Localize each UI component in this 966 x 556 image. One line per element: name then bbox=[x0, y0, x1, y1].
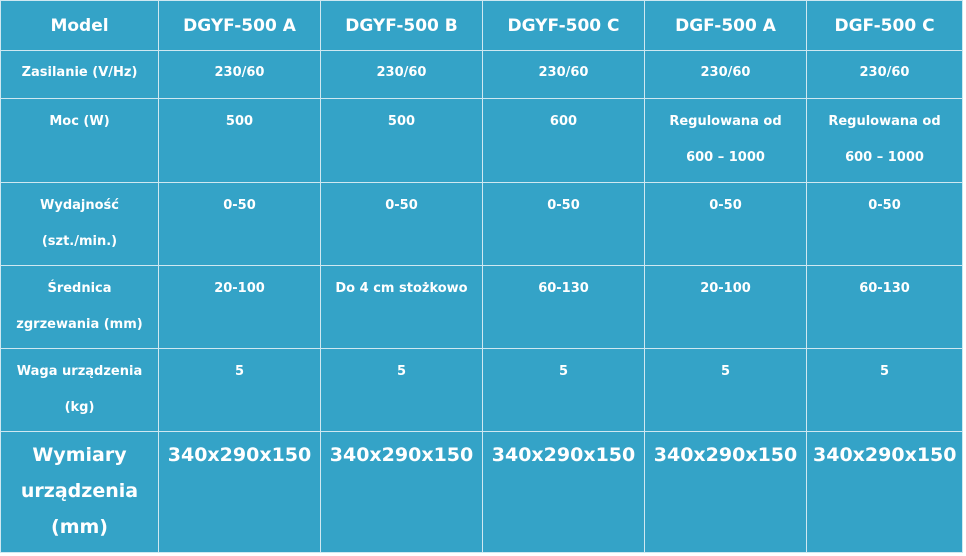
row-label-cell: Wydajność (szt./min.) bbox=[0, 182, 159, 266]
spec-value: Regulowana od bbox=[828, 114, 941, 129]
header-label-cell: Model bbox=[0, 0, 159, 51]
model-name: DGYF-500 C bbox=[507, 15, 620, 36]
spec-value: 340x290x150 bbox=[329, 444, 474, 466]
spec-value: 0-50 bbox=[223, 198, 256, 213]
spec-value: 230/60 bbox=[700, 65, 751, 80]
value-cell: 5 bbox=[644, 348, 807, 432]
value-cell: 20-100 bbox=[158, 265, 321, 349]
value-cell: 60-130 bbox=[806, 265, 963, 349]
spec-value: 5 bbox=[720, 364, 731, 379]
value-cell: Regulowana od 600 – 1000 bbox=[644, 98, 807, 183]
row-label: Średnica bbox=[47, 281, 112, 296]
spec-value: 5 bbox=[879, 364, 890, 379]
spec-value: 340x290x150 bbox=[653, 444, 798, 466]
spec-value: 500 bbox=[387, 114, 416, 129]
value-cell: 60-130 bbox=[482, 265, 645, 349]
row-label: Waga urządzenia bbox=[16, 364, 143, 379]
spec-value: 600 bbox=[549, 114, 578, 129]
value-cell: 500 bbox=[158, 98, 321, 183]
spec-value: 0-50 bbox=[868, 198, 901, 213]
header-model-cell: DGYF-500 B bbox=[320, 0, 483, 51]
value-cell: 0-50 bbox=[806, 182, 963, 266]
spec-value: Regulowana od bbox=[669, 114, 782, 129]
value-cell: 5 bbox=[158, 348, 321, 432]
spec-value: 230/60 bbox=[214, 65, 265, 80]
model-name: DGF-500 A bbox=[675, 15, 776, 36]
row-label-line2: (szt./min.) bbox=[41, 234, 118, 249]
spec-value: 5 bbox=[558, 364, 569, 379]
spec-value: 5 bbox=[396, 364, 407, 379]
row-label: Zasilanie (V/Hz) bbox=[21, 65, 138, 80]
value-cell: 340x290x150 bbox=[482, 431, 645, 553]
header-model-cell: DGYF-500 A bbox=[158, 0, 321, 51]
row-label-line2: (kg) bbox=[64, 400, 95, 415]
spec-value: 0-50 bbox=[709, 198, 742, 213]
table-row: Średnica zgrzewania (mm) 20-100 Do 4 cm … bbox=[0, 265, 963, 349]
spec-value: 340x290x150 bbox=[491, 444, 636, 466]
row-label-line2: zgrzewania (mm) bbox=[16, 317, 143, 332]
row-label: Wymiary bbox=[32, 444, 127, 466]
spec-value: 5 bbox=[234, 364, 245, 379]
row-label-cell: Średnica zgrzewania (mm) bbox=[0, 265, 159, 349]
model-name: DGYF-500 A bbox=[183, 15, 296, 36]
value-cell: Do 4 cm stożkowo bbox=[320, 265, 483, 349]
header-model-cell: DGYF-500 C bbox=[482, 0, 645, 51]
value-cell: 0-50 bbox=[482, 182, 645, 266]
spec-value: 230/60 bbox=[376, 65, 427, 80]
header-label: Model bbox=[50, 15, 109, 36]
table-row: Wydajność (szt./min.) 0-50 0-50 0-50 0-5… bbox=[0, 182, 963, 266]
spec-value: 0-50 bbox=[547, 198, 580, 213]
value-cell: 230/60 bbox=[158, 50, 321, 99]
row-label-line2: urządzenia bbox=[20, 480, 139, 502]
value-cell: 0-50 bbox=[158, 182, 321, 266]
table-row: Zasilanie (V/Hz) 230/60 230/60 230/60 23… bbox=[0, 50, 963, 99]
value-cell: 5 bbox=[320, 348, 483, 432]
header-model-cell: DGF-500 C bbox=[806, 0, 963, 51]
row-label-cell: Moc (W) bbox=[0, 98, 159, 183]
row-label-cell: Zasilanie (V/Hz) bbox=[0, 50, 159, 99]
value-cell: 0-50 bbox=[644, 182, 807, 266]
value-cell: 5 bbox=[482, 348, 645, 432]
row-label-cell: Waga urządzenia (kg) bbox=[0, 348, 159, 432]
spec-value: Do 4 cm stożkowo bbox=[335, 281, 468, 296]
row-label: Moc (W) bbox=[49, 114, 110, 129]
spec-value-line2: 600 – 1000 bbox=[686, 150, 765, 165]
table-header-row: Model DGYF-500 A DGYF-500 B DGYF-500 C D… bbox=[0, 0, 963, 51]
spec-value: 340x290x150 bbox=[813, 444, 957, 466]
spec-value: 20-100 bbox=[700, 281, 751, 296]
spec-value: 60-130 bbox=[859, 281, 910, 296]
value-cell: 500 bbox=[320, 98, 483, 183]
table-row: Moc (W) 500 500 600 Regulowana od 600 – … bbox=[0, 98, 963, 183]
value-cell: Regulowana od 600 – 1000 bbox=[806, 98, 963, 183]
value-cell: 340x290x150 bbox=[644, 431, 807, 553]
row-label-line3: (mm) bbox=[51, 516, 108, 538]
spec-value: 60-130 bbox=[538, 281, 589, 296]
value-cell: 230/60 bbox=[644, 50, 807, 99]
table-row: Waga urządzenia (kg) 5 5 5 5 5 bbox=[0, 348, 963, 432]
row-label: Wydajność bbox=[40, 198, 119, 213]
spec-value: 500 bbox=[225, 114, 254, 129]
value-cell: 5 bbox=[806, 348, 963, 432]
spec-value: 20-100 bbox=[214, 281, 265, 296]
value-cell: 340x290x150 bbox=[320, 431, 483, 553]
value-cell: 0-50 bbox=[320, 182, 483, 266]
spec-value: 0-50 bbox=[385, 198, 418, 213]
value-cell: 230/60 bbox=[320, 50, 483, 99]
model-name: DGYF-500 B bbox=[345, 15, 458, 36]
model-name: DGF-500 C bbox=[834, 15, 935, 36]
value-cell: 230/60 bbox=[482, 50, 645, 99]
spec-value: 230/60 bbox=[859, 65, 910, 80]
value-cell: 230/60 bbox=[806, 50, 963, 99]
table-row: Wymiary urządzenia (mm) 340x290x150 340x… bbox=[0, 431, 963, 553]
header-model-cell: DGF-500 A bbox=[644, 0, 807, 51]
spec-value: 230/60 bbox=[538, 65, 589, 80]
row-label-cell: Wymiary urządzenia (mm) bbox=[0, 431, 159, 553]
spec-value: 340x290x150 bbox=[167, 444, 312, 466]
value-cell: 20-100 bbox=[644, 265, 807, 349]
spec-value-line2: 600 – 1000 bbox=[845, 150, 924, 165]
value-cell: 340x290x150 bbox=[806, 431, 963, 553]
value-cell: 340x290x150 bbox=[158, 431, 321, 553]
value-cell: 600 bbox=[482, 98, 645, 183]
